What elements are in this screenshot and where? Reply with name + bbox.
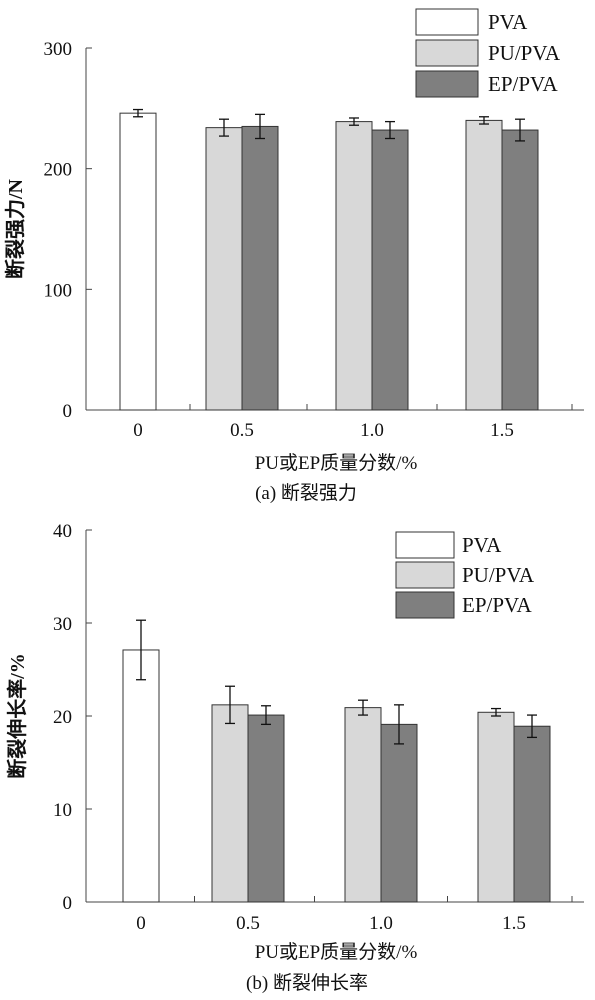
legend-swatch	[395, 591, 455, 619]
y-tick-label: 100	[44, 280, 73, 301]
x-tick-label: 0.5	[236, 913, 260, 934]
x-tick-label: 0.5	[230, 420, 254, 441]
y-tick-label: 300	[44, 39, 73, 60]
y-tick-label: 10	[53, 800, 72, 821]
x-tick-label: 1.5	[490, 420, 514, 441]
y-tick-label: 20	[53, 707, 72, 728]
bar	[501, 129, 539, 411]
legend-swatch	[415, 70, 479, 98]
x-axis-label: PU或EP质量分数/%	[255, 452, 418, 474]
legend-label: PVA	[462, 533, 502, 557]
bar	[477, 711, 515, 903]
x-tick-label: 1.0	[369, 913, 393, 934]
legend-label: PU/PVA	[462, 563, 535, 587]
y-tick-label: 40	[53, 521, 72, 542]
bar	[380, 723, 418, 903]
y-tick-label: 200	[44, 160, 73, 181]
legend-label: EP/PVA	[462, 593, 532, 617]
y-axis-label: 断裂伸长率/%	[5, 653, 29, 779]
x-tick-label: 0	[136, 913, 146, 934]
legend-label: PVA	[488, 10, 528, 34]
bar	[465, 119, 503, 411]
plot-area: 0 10 20 30 40 0 0.5 1.0 1.5 PVA PU/PVA EP/PVA	[53, 521, 584, 934]
plot-area: 0 100 200 300 0 0.5 1.0 1.5 PVA PU/PVA EP/PVA	[44, 8, 584, 441]
figure-caption: (b) 断裂伸长率	[246, 972, 368, 994]
legend-swatch	[395, 531, 455, 559]
figure-caption: (a) 断裂强力	[255, 482, 357, 504]
legend-swatch	[415, 8, 479, 36]
bar	[241, 125, 279, 411]
x-tick-label: 1.5	[502, 913, 526, 934]
y-tick-label: 30	[53, 614, 72, 635]
bar	[371, 129, 409, 411]
legend-label: EP/PVA	[488, 72, 558, 96]
bar	[122, 649, 160, 903]
x-tick-label: 0	[133, 420, 143, 441]
bar	[205, 127, 243, 411]
bar	[344, 707, 382, 903]
bar	[211, 704, 249, 903]
bar	[119, 112, 157, 411]
y-tick-label: 0	[63, 401, 73, 422]
x-tick-label: 1.0	[360, 420, 384, 441]
y-axis-label: 断裂强力/N	[3, 178, 27, 279]
y-tick-label: 0	[63, 893, 73, 914]
legend-label: PU/PVA	[488, 41, 561, 65]
bar	[335, 121, 373, 411]
chart-a: 0 100 200 300 0 0.5 1.0 1.5 PVA PU/PVA EP/PVA 断裂强力…	[3, 8, 584, 504]
chart-b: 0 10 20 30 40 0 0.5 1.0 1.5 PVA PU/PVA EP/PVA 断裂伸长率…	[5, 521, 584, 994]
legend-swatch	[395, 561, 455, 589]
x-axis-label: PU或EP质量分数/%	[255, 941, 418, 963]
bar	[247, 714, 285, 903]
bar	[513, 725, 551, 903]
legend-swatch	[415, 39, 479, 67]
